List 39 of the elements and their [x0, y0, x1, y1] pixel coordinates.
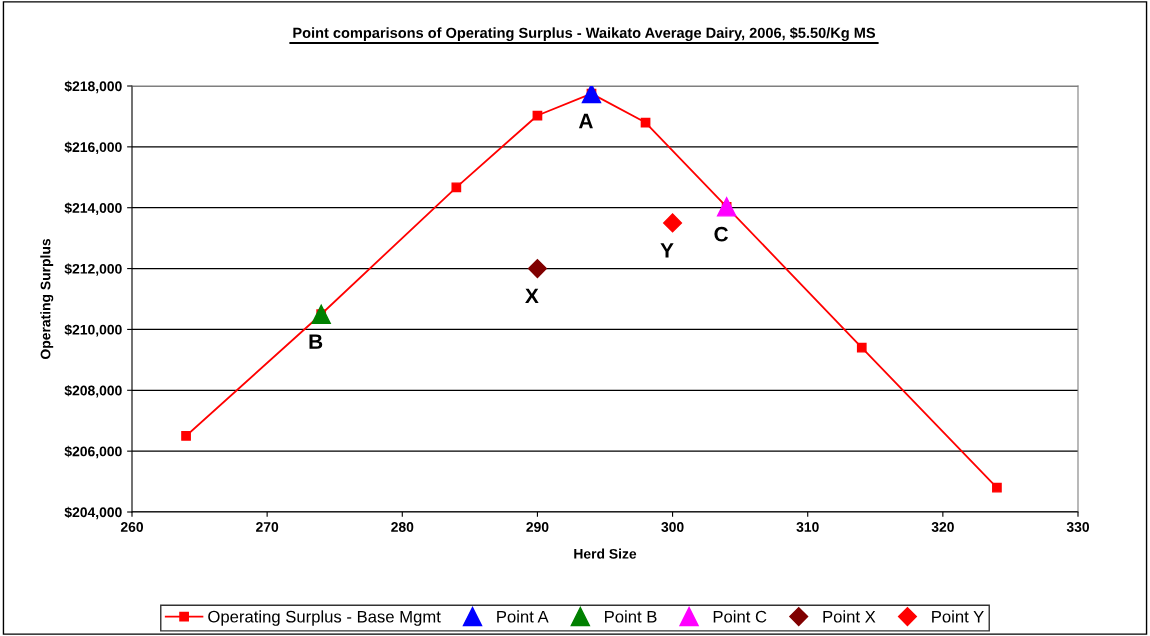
y-tick-label: $204,000	[64, 506, 122, 520]
x-tick-label: 290	[526, 522, 549, 532]
point	[716, 197, 737, 217]
x-tick-label: 300	[661, 522, 684, 532]
x-tick-label: 270	[256, 522, 279, 532]
legend-label: Point Y	[932, 610, 984, 623]
annotation: B	[309, 334, 323, 349]
annotation: X	[525, 288, 539, 304]
annotation: C	[714, 226, 729, 242]
y-tick-label: $206,000	[64, 445, 122, 459]
point	[992, 482, 1002, 493]
point	[856, 342, 867, 353]
legend-label: Point C	[713, 610, 767, 623]
chart-title: Point comparisons of Operating Surplus - Waikato Average Dairy, 2006, $5.50/Kg MS	[293, 27, 876, 41]
point	[527, 259, 547, 279]
x-tick-label: 280	[391, 522, 414, 532]
legend-label: Point B	[605, 610, 657, 623]
y-tick-label: $218,000	[64, 80, 122, 94]
y-axis-title: Operating Surplus	[40, 238, 54, 359]
legend-label: Point A	[497, 610, 549, 623]
point	[311, 304, 331, 324]
x-tick-label: 330	[1066, 522, 1090, 532]
y-tick-label: $216,000	[64, 141, 122, 155]
x-tick-label: 260	[120, 522, 144, 532]
y-tick-label: $212,000	[64, 263, 122, 276]
y-tick-label: $214,000	[64, 202, 122, 215]
y-tick-label: $208,000	[64, 385, 122, 398]
point	[663, 213, 683, 233]
point	[581, 86, 602, 104]
annotation: Y	[660, 243, 674, 258]
x-tick-label: 310	[796, 522, 819, 532]
x-tick-label: 320	[931, 522, 954, 532]
annotation: A	[578, 113, 593, 129]
point	[451, 182, 462, 193]
point	[181, 431, 191, 441]
x-axis-title: Herd Size	[574, 548, 637, 559]
y-tick-label: $210,000	[64, 324, 122, 337]
legend-label: Operating Surplus - Base Mgmt	[208, 610, 441, 626]
legend-label: Point X	[823, 610, 876, 623]
